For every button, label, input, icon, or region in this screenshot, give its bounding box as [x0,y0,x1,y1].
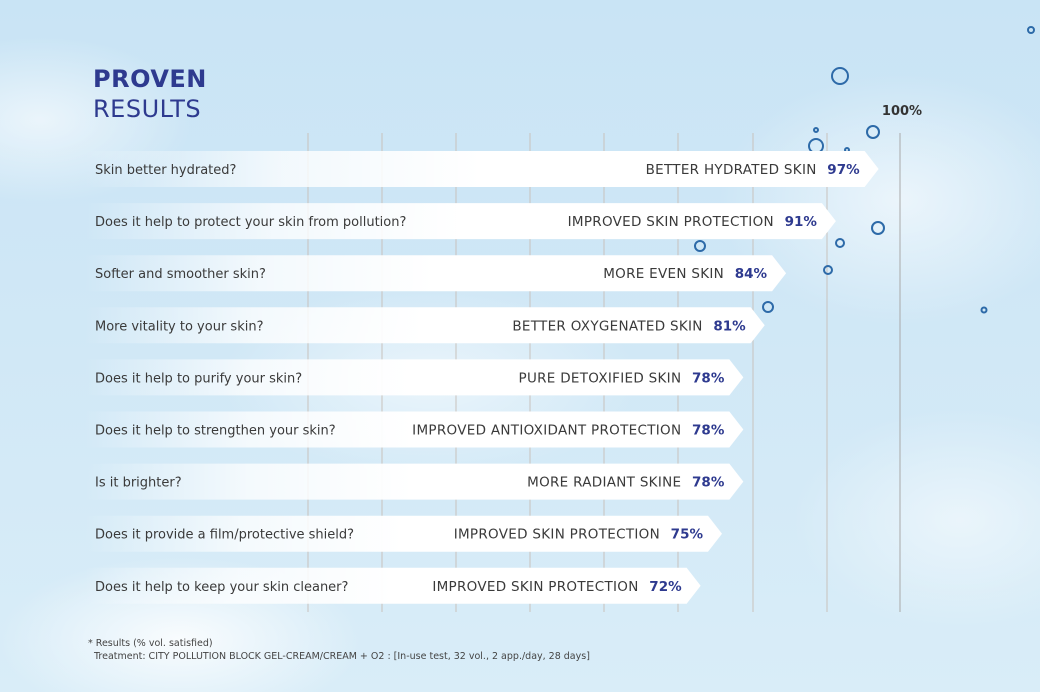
bar [84,515,722,552]
bubble-icon [980,306,988,314]
result-label: IMPROVED ANTIOXIDANT PROTECTION [412,423,681,439]
bar-row: Does it provide a film/protective shield… [84,515,722,552]
value-label: 72% [649,579,682,595]
bubble-icon [808,138,824,154]
bubble-icon [813,127,819,133]
bubble-icon [694,240,706,252]
value-label: 78% [692,475,725,491]
result-label: IMPROVED SKIN PROTECTION [432,579,638,595]
bubble-icon [831,67,849,85]
bubble-icon [835,238,845,248]
question-label: Does it help to keep your skin cleaner? [95,580,348,595]
bar-row: More vitality to your skin? 81% BETTER OXY… [84,307,765,344]
title-line-1: PROVEN [93,65,207,93]
bar-row: Does it help to keep your skin cleaner? 7… [84,567,701,604]
result-label: PURE DETOXIFIED SKIN [519,370,682,386]
result-label: BETTER OXYGENATED SKIN [512,318,702,334]
bubble-icon [871,221,885,235]
bar [84,567,701,604]
bar-row: Does it help to protect your skin from p… [84,203,836,240]
page-title: PROVEN RESULTS [93,64,207,124]
bar [84,411,744,448]
value-label: 78% [692,370,725,386]
bar-row: Does it help to purify your skin? 78% PURE… [84,359,744,396]
question-label: Does it help to purify your skin? [95,371,302,386]
bar [84,359,744,396]
footnote-line-2: Treatment: CITY POLLUTION BLOCK GEL-CREA… [94,651,590,662]
bar [84,255,787,292]
result-label: MORE RADIANT SKINE [527,475,681,491]
question-label: Skin better hydrated? [95,163,236,178]
bar [84,151,879,187]
value-label: 75% [671,527,704,543]
value-label: 84% [735,266,768,282]
value-label: 97% [827,162,860,178]
question-label: Softer and smoother skin? [95,267,266,282]
bubble-icon [823,265,833,275]
value-label: 81% [713,318,746,334]
result-label: IMPROVED SKIN PROTECTION [454,527,660,543]
bubble-icon [762,301,774,313]
bar [84,307,765,344]
bar [84,463,744,500]
bar-row: Is it brighter? 78% MORE RADIANT SKINE [84,463,744,500]
value-label: 78% [692,423,725,439]
question-label: More vitality to your skin? [95,319,263,334]
bar-row: Skin better hydrated? 97% BETTER HYDRATED … [84,151,879,187]
bubbles-decoration [694,26,1035,314]
bubble-icon [866,125,880,139]
result-label: BETTER HYDRATED SKIN [646,162,817,178]
bar [84,203,836,240]
result-label: IMPROVED SKIN PROTECTION [568,214,774,230]
result-label: MORE EVEN SKIN [603,266,724,282]
question-label: Does it help to strengthen your skin? [95,424,336,439]
bar-row: Does it help to strengthen your skin? 78%… [84,411,744,448]
bar-row: Softer and smoother skin? 84% MORE EVEN SK… [84,255,787,292]
question-label: Does it help to protect your skin from p… [95,215,406,230]
footnote: * Results (% vol. satisfied) Treatment: … [88,637,590,663]
max-axis-label: 100% [882,104,922,119]
question-label: Does it provide a film/protective shield… [95,528,354,543]
bubble-icon [1027,26,1035,34]
question-label: Is it brighter? [95,476,182,491]
value-label: 91% [785,214,818,230]
footnote-line-1: * Results (% vol. satisfied) [88,638,213,649]
title-line-2: RESULTS [93,95,202,123]
